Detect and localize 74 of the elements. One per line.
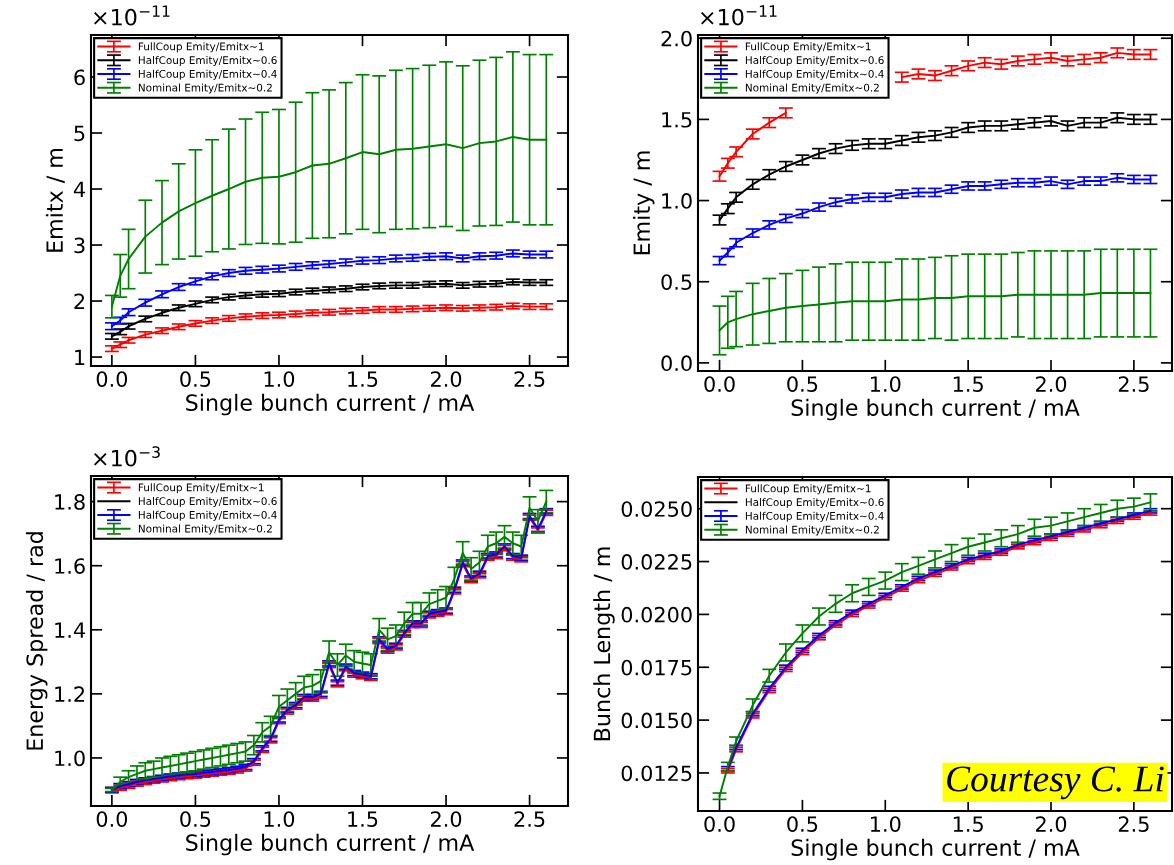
y-tick-label: 1: [75, 349, 85, 365]
x-tick-label: 2.0: [431, 811, 462, 827]
x-tick-label: 0.5: [180, 811, 211, 827]
y-tick-label: 0.0: [661, 355, 692, 372]
x-tick-label: 2.5: [514, 371, 545, 387]
y-tick-label: 4: [73, 181, 85, 197]
x-tick-label: 1.0: [264, 811, 295, 827]
legend-label: HalfCoup Emity/Emitx~0.6: [138, 497, 277, 508]
y-tick-label: 2.0: [661, 30, 692, 47]
x-axis-title: Single bunch current / mA: [186, 393, 475, 416]
legend-label: Nominal Emity/Emitx~0.2: [138, 524, 272, 535]
legend-label: FullCoup Emity/Emitx~1: [745, 42, 871, 53]
y-tick-label: 0.0200: [621, 606, 692, 623]
y-axis-title: Energy Spread / rad: [25, 532, 48, 750]
x-tick-label: 2.0: [1035, 376, 1067, 392]
y-tick-label: 1.5: [662, 112, 692, 128]
legend-label: HalfCoup Emity/Emitx~0.6: [745, 498, 884, 509]
legend-label: HalfCoup Emity/Emitx~0.6: [138, 56, 277, 67]
legend-label: FullCoup Emity/Emitx~1: [138, 483, 264, 494]
x-tick-label: 0.0: [704, 376, 735, 392]
legend-label: HalfCoup Emity/Emitx~0.4: [138, 510, 277, 521]
y-tick-label: 5: [74, 125, 85, 142]
y-axis-title: Bunch Length / m: [593, 547, 615, 741]
legend-label: HalfCoup Emity/Emitx~0.4: [745, 69, 884, 80]
legend-label: Nominal Emity/Emitx~0.2: [138, 83, 272, 94]
y-tick-label: 0.5: [661, 274, 692, 290]
x-tick-label: 2.5: [1118, 816, 1149, 832]
legend-label: Nominal Emity/Emitx~0.2: [745, 83, 879, 94]
y-tick-label: 0.0225: [621, 554, 692, 570]
x-tick-label: 2.0: [431, 371, 462, 387]
y-tick-label: 0.0175: [621, 659, 692, 676]
x-tick-label: 0.0: [96, 371, 128, 387]
x-tick-label: 0.5: [787, 376, 818, 392]
x-axis-title: Single bunch current / mA: [791, 398, 1080, 421]
text: ×10$^{−11}$: [94, 5, 170, 26]
x-tick-label: 1.0: [871, 376, 901, 392]
y-tick-label: 1.8: [55, 494, 85, 510]
x-tick-label: 1.0: [264, 371, 295, 387]
legend-label: FullCoup Emity/Emitx~1: [138, 42, 264, 53]
y-tick-label: 0.0125: [621, 765, 692, 782]
x-tick-label: 2.5: [1118, 376, 1149, 392]
text: ×10$^{−11}$: [701, 5, 777, 26]
legend-label: Nominal Emity/Emitx~0.2: [745, 525, 879, 536]
x-axis-title: Single bunch current / mA: [186, 833, 475, 856]
x-tick-label: 1.0: [871, 816, 901, 832]
annotation: Courtesy C. Li: [947, 766, 1164, 800]
y-tick-label: 2: [74, 293, 85, 309]
y-tick-label: 1.0: [55, 750, 85, 767]
x-tick-label: 2.5: [514, 811, 545, 827]
x-tick-label: 0.0: [704, 816, 735, 832]
x-tick-label: 1.5: [348, 811, 378, 827]
y-tick-label: 6: [74, 69, 85, 86]
legend-label: HalfCoup Emity/Emitx~0.4: [745, 511, 884, 522]
x-axis-title: Single bunch current / mA: [791, 838, 1080, 861]
legend-label: HalfCoup Emity/Emitx~0.6: [745, 56, 884, 67]
x-tick-label: 0.0: [96, 811, 128, 827]
y-tick-label: 1.6: [55, 558, 85, 574]
y-tick-label: 1.2: [55, 686, 85, 702]
text: ×10$^{−3}$: [94, 446, 160, 467]
x-tick-label: 0.5: [180, 371, 211, 387]
legend-label: FullCoup Emity/Emitx~1: [745, 484, 871, 495]
y-tick-label: 1.4: [55, 622, 85, 638]
x-tick-label: 1.5: [953, 816, 983, 832]
y-axis-title: Emity / m: [632, 151, 655, 255]
legend-label: HalfCoup Emity/Emitx~0.4: [138, 69, 277, 80]
x-tick-label: 2.0: [1035, 816, 1067, 832]
y-tick-label: 1.0: [662, 193, 692, 209]
x-tick-label: 1.5: [348, 371, 378, 387]
y-tick-label: 3: [74, 237, 85, 254]
x-tick-label: 1.5: [953, 376, 983, 392]
y-axis-title: Emitx / m: [45, 148, 65, 252]
y-tick-label: 0.0250: [621, 501, 692, 517]
x-tick-label: 0.5: [787, 816, 818, 832]
y-tick-label: 0.0150: [621, 712, 692, 729]
